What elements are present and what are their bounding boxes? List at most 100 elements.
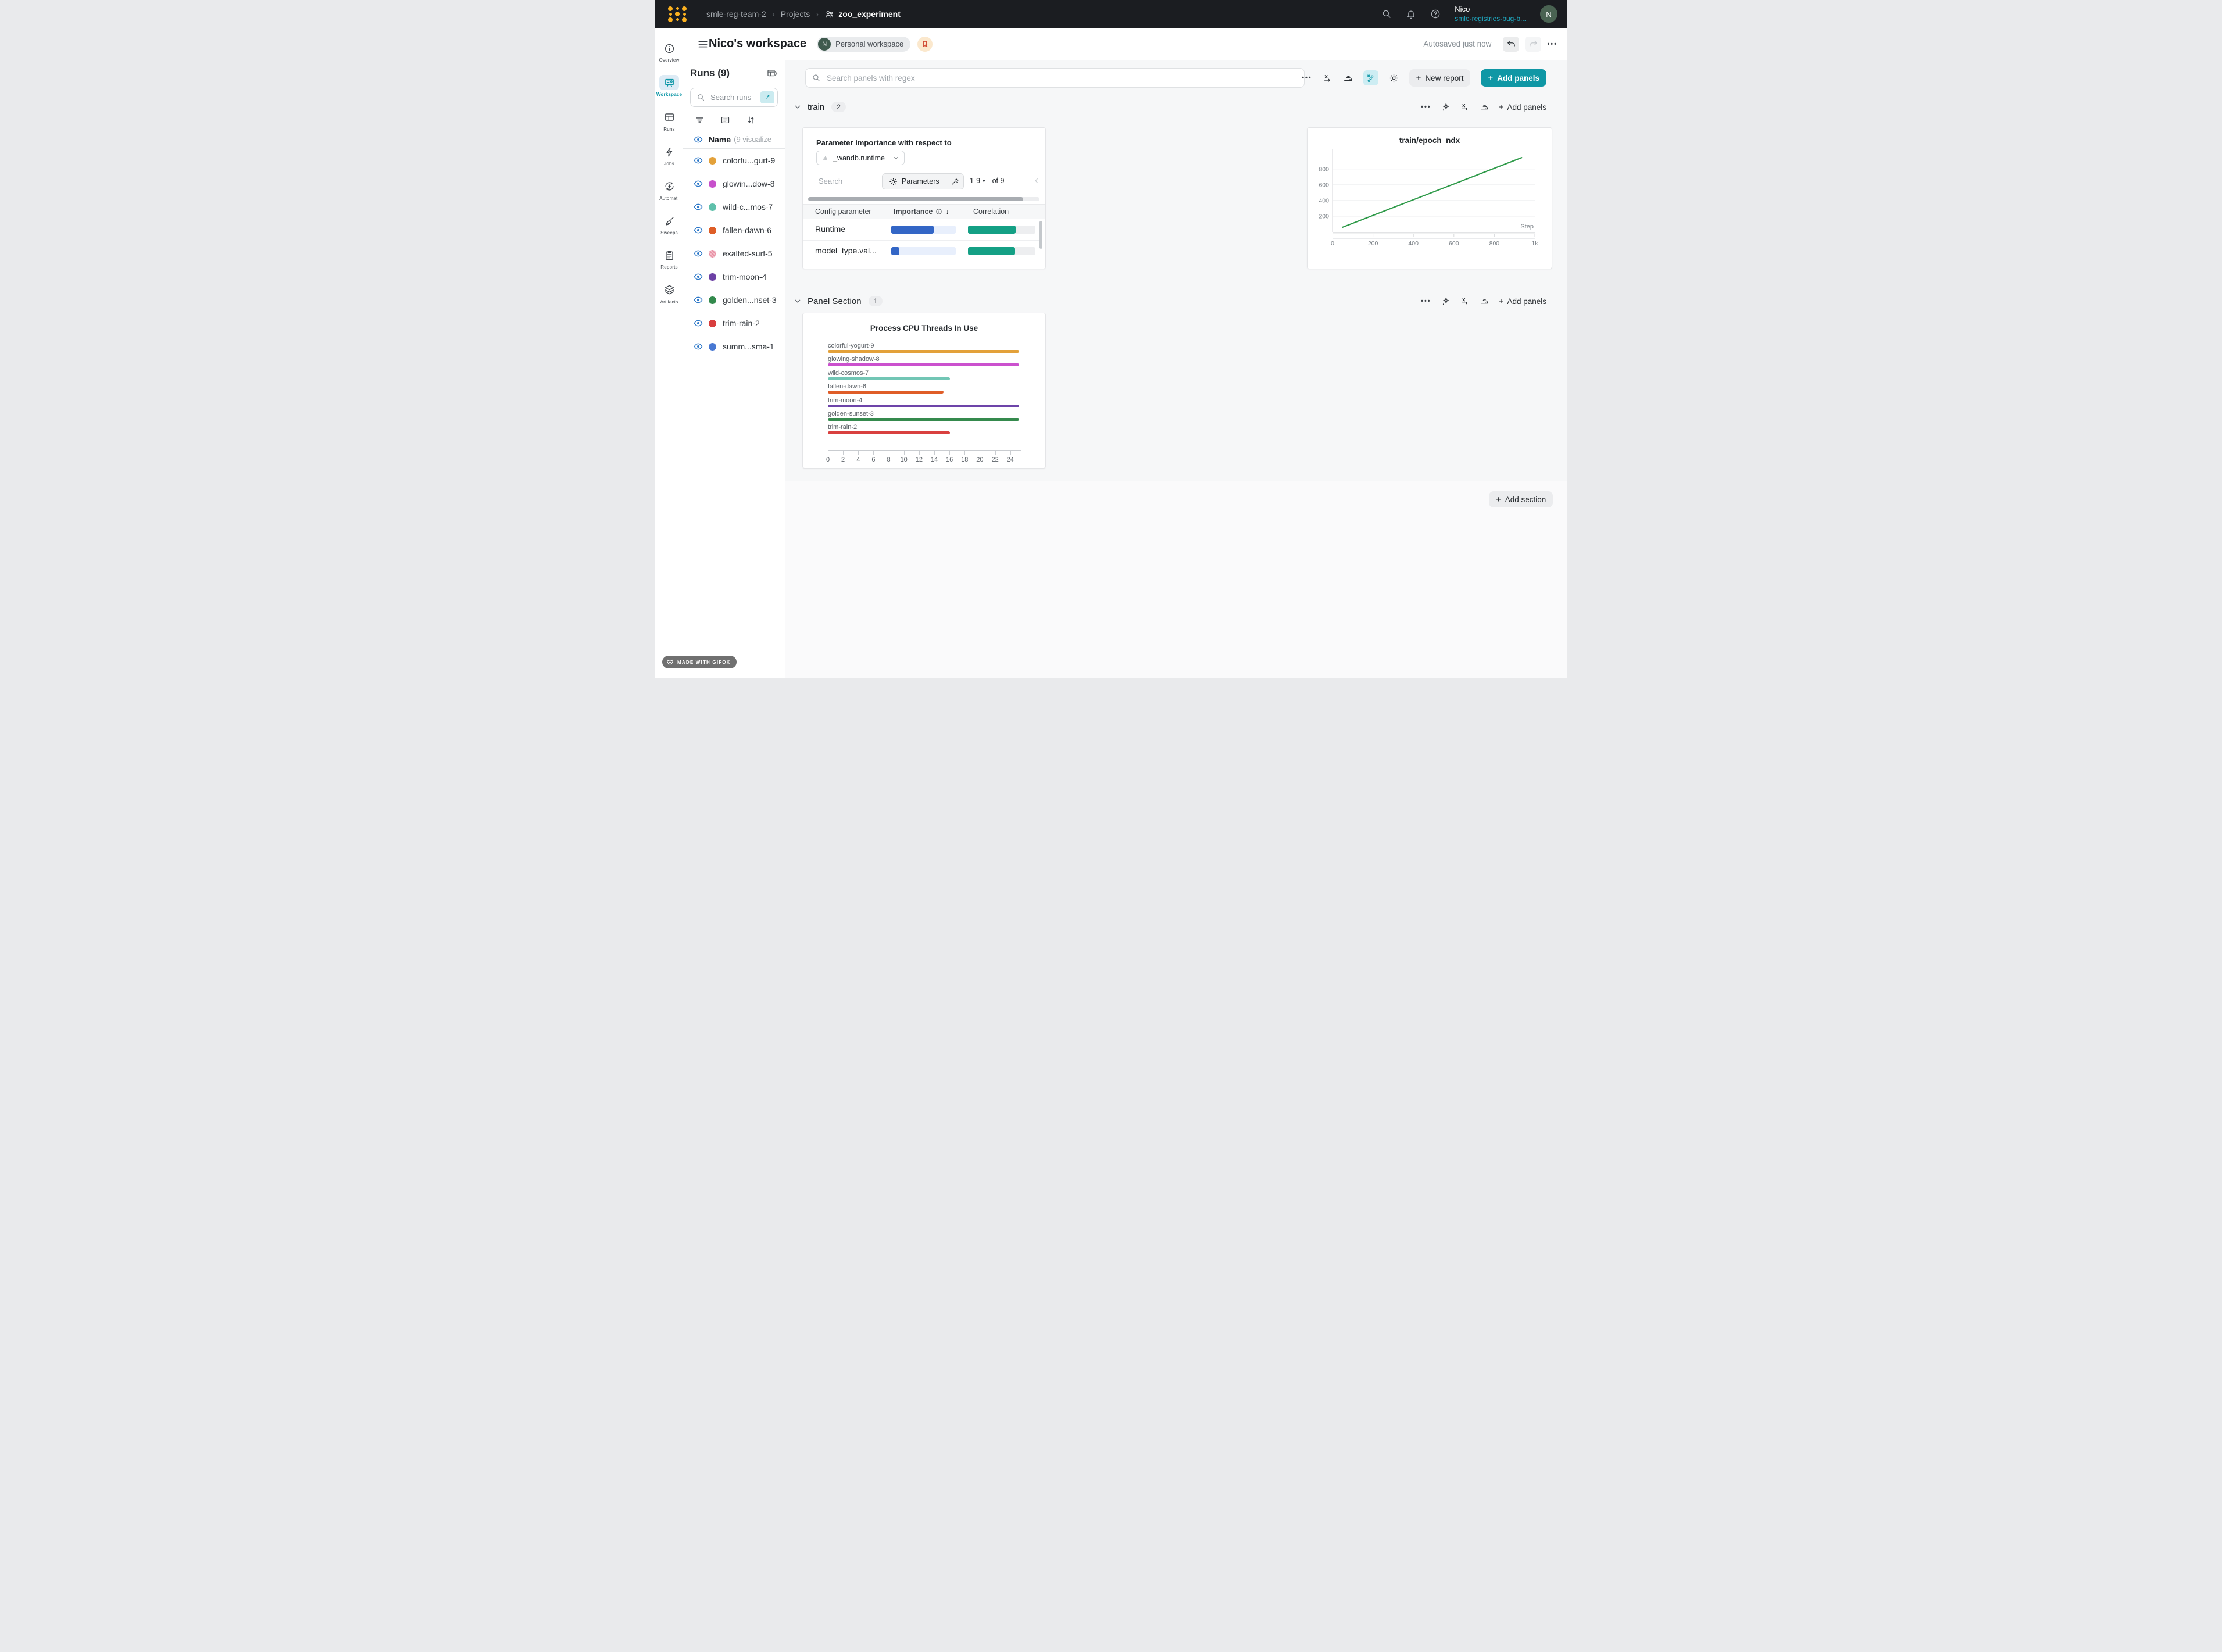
notifications-icon[interactable] [1406,9,1416,19]
run-row[interactable]: exalted-surf-5 [690,242,778,265]
line-chart-panel-train-epoch-ndx[interactable]: train/epoch_ndx 200 400 600 800 0 200 400 600 80… [1307,127,1552,269]
toggle-all-visibility-eye-icon[interactable] [694,135,703,144]
fox-icon [666,659,674,666]
column-config-parameter[interactable]: Config parameter [815,208,871,216]
breadcrumb-projects[interactable]: Projects [780,9,810,19]
personal-workspace-badge[interactable]: N Personal workspace [817,36,911,52]
sidebar-item-jobs[interactable]: Jobs [655,144,683,166]
run-row[interactable]: golden...nset-3 [690,288,778,312]
section-overflow-menu[interactable]: ••• [1421,298,1431,305]
run-visibility-eye-icon[interactable] [694,272,703,281]
x-axis-settings-icon[interactable] [1460,296,1470,306]
run-row[interactable]: trim-rain-2 [690,312,778,335]
section-title[interactable]: Panel Section [808,296,862,306]
section-title[interactable]: train [808,102,825,112]
section-add-panels-button[interactable]: + Add panels [1499,296,1546,306]
avatar[interactable]: N [1540,5,1557,23]
run-row[interactable]: fallen-dawn-6 [690,219,778,242]
user-org-link[interactable]: smle-registries-bug-b... [1455,14,1526,23]
magic-wand-button[interactable] [945,174,963,189]
vertical-scrollbar[interactable] [1039,221,1042,249]
smoothing-icon[interactable] [1480,102,1489,112]
runs-column-name[interactable]: Name [709,134,731,144]
sidebar-item-artifacts[interactable]: Artifacts [655,283,683,305]
breadcrumb-project[interactable]: zoo_experiment [824,9,901,19]
scrollbar-thumb[interactable] [808,197,1024,201]
bar[interactable] [828,391,944,394]
parameters-button[interactable]: Parameters [883,174,946,189]
column-correlation[interactable]: Correlation [973,208,1009,216]
column-importance[interactable]: Importance ↓ [894,208,949,216]
sidebar-item-reports[interactable]: Reports [655,248,683,270]
run-visibility-eye-icon[interactable] [694,295,703,305]
run-color-dot [709,296,716,304]
x-axis-settings-icon[interactable] [1323,73,1333,83]
bar[interactable] [828,350,1020,353]
sidebar-item-sweeps[interactable]: Sweeps [655,213,683,235]
wandb-logo[interactable] [668,6,687,22]
regex-toggle-button[interactable]: .* [760,91,774,103]
run-visibility-eye-icon[interactable] [694,156,703,165]
run-row[interactable]: trim-moon-4 [690,265,778,288]
expand-runs-table-icon[interactable] [767,68,778,79]
bar-chart-panel-cpu-threads[interactable]: Process CPU Threads In Use colorful-yogu… [802,313,1046,469]
list-settings-icon[interactable] [720,115,730,125]
section-overflow-menu[interactable]: ••• [1421,103,1431,110]
x-axis-settings-icon[interactable] [1460,102,1470,112]
pagination-range-dropdown[interactable]: 1-9 [970,177,981,185]
run-visibility-eye-icon[interactable] [694,319,703,328]
info-icon[interactable] [935,208,942,215]
redo-button[interactable] [1525,36,1542,52]
smoothing-icon[interactable] [1343,73,1353,83]
hamburger-menu-icon[interactable] [697,38,709,50]
outliers-toggle-button[interactable] [1363,70,1378,85]
magic-sparkle-icon[interactable] [1441,296,1451,306]
toolbar-overflow-menu[interactable]: ••• [1302,74,1312,81]
header-overflow-menu[interactable]: ••• [1547,40,1557,48]
run-visibility-eye-icon[interactable] [694,179,703,188]
bar[interactable] [828,404,1020,407]
bar[interactable] [828,363,1020,367]
collapse-section-chevron-icon[interactable] [793,296,802,306]
new-report-button[interactable]: + New report [1409,69,1471,87]
sidebar-item-runs[interactable]: Runs [655,110,683,132]
bar[interactable] [828,418,1020,421]
previous-page-chevron[interactable]: ‹ [1035,174,1038,186]
search-panels-input[interactable] [826,73,1298,83]
run-visibility-eye-icon[interactable] [694,226,703,235]
sidebar-item-overview[interactable]: Overview [655,41,683,63]
sidebar-item-workspace[interactable]: Workspace [655,75,683,97]
axis-tick-label: 18 [961,456,969,463]
section-add-panels-button[interactable]: + Add panels [1499,102,1546,112]
run-visibility-eye-icon[interactable] [694,249,703,258]
metric-dropdown[interactable]: _wandb.runtime [816,151,905,165]
breadcrumb-team[interactable]: smle-reg-team-2 [706,9,766,19]
help-icon[interactable] [1430,9,1441,19]
run-visibility-eye-icon[interactable] [694,202,703,212]
run-visibility-eye-icon[interactable] [694,342,703,351]
bar[interactable] [828,377,951,380]
search-runs-input[interactable] [709,92,756,102]
run-row[interactable]: summ...sma-1 [690,335,778,358]
param-search-input[interactable]: Search [819,177,843,185]
collapse-section-chevron-icon[interactable] [793,102,802,112]
add-panels-button[interactable]: + Add panels [1481,69,1546,87]
undo-button[interactable] [1503,36,1520,52]
run-row[interactable]: glowin...dow-8 [690,172,778,195]
magic-sparkle-icon[interactable] [1441,102,1451,112]
sidebar-item-automations[interactable]: Automat. [655,179,683,201]
made-with-gifox-badge[interactable]: MADE WITH GIFOX [662,656,737,668]
run-row[interactable]: wild-c...mos-7 [690,195,778,219]
search-icon[interactable] [1381,9,1392,19]
add-section-button[interactable]: + Add section [1489,491,1553,507]
filter-icon[interactable] [695,115,705,125]
run-row[interactable]: colorfu...gurt-9 [690,149,778,172]
bookmark-button[interactable] [917,36,933,52]
sort-icon[interactable] [746,115,756,125]
run-name: exalted-surf-5 [723,249,773,258]
workspace-settings-gear-icon[interactable] [1389,73,1399,83]
horizontal-scrollbar[interactable] [808,197,1039,201]
sidebar-item-label: Automat. [659,195,679,201]
bar[interactable] [828,431,951,435]
smoothing-icon[interactable] [1480,296,1489,306]
